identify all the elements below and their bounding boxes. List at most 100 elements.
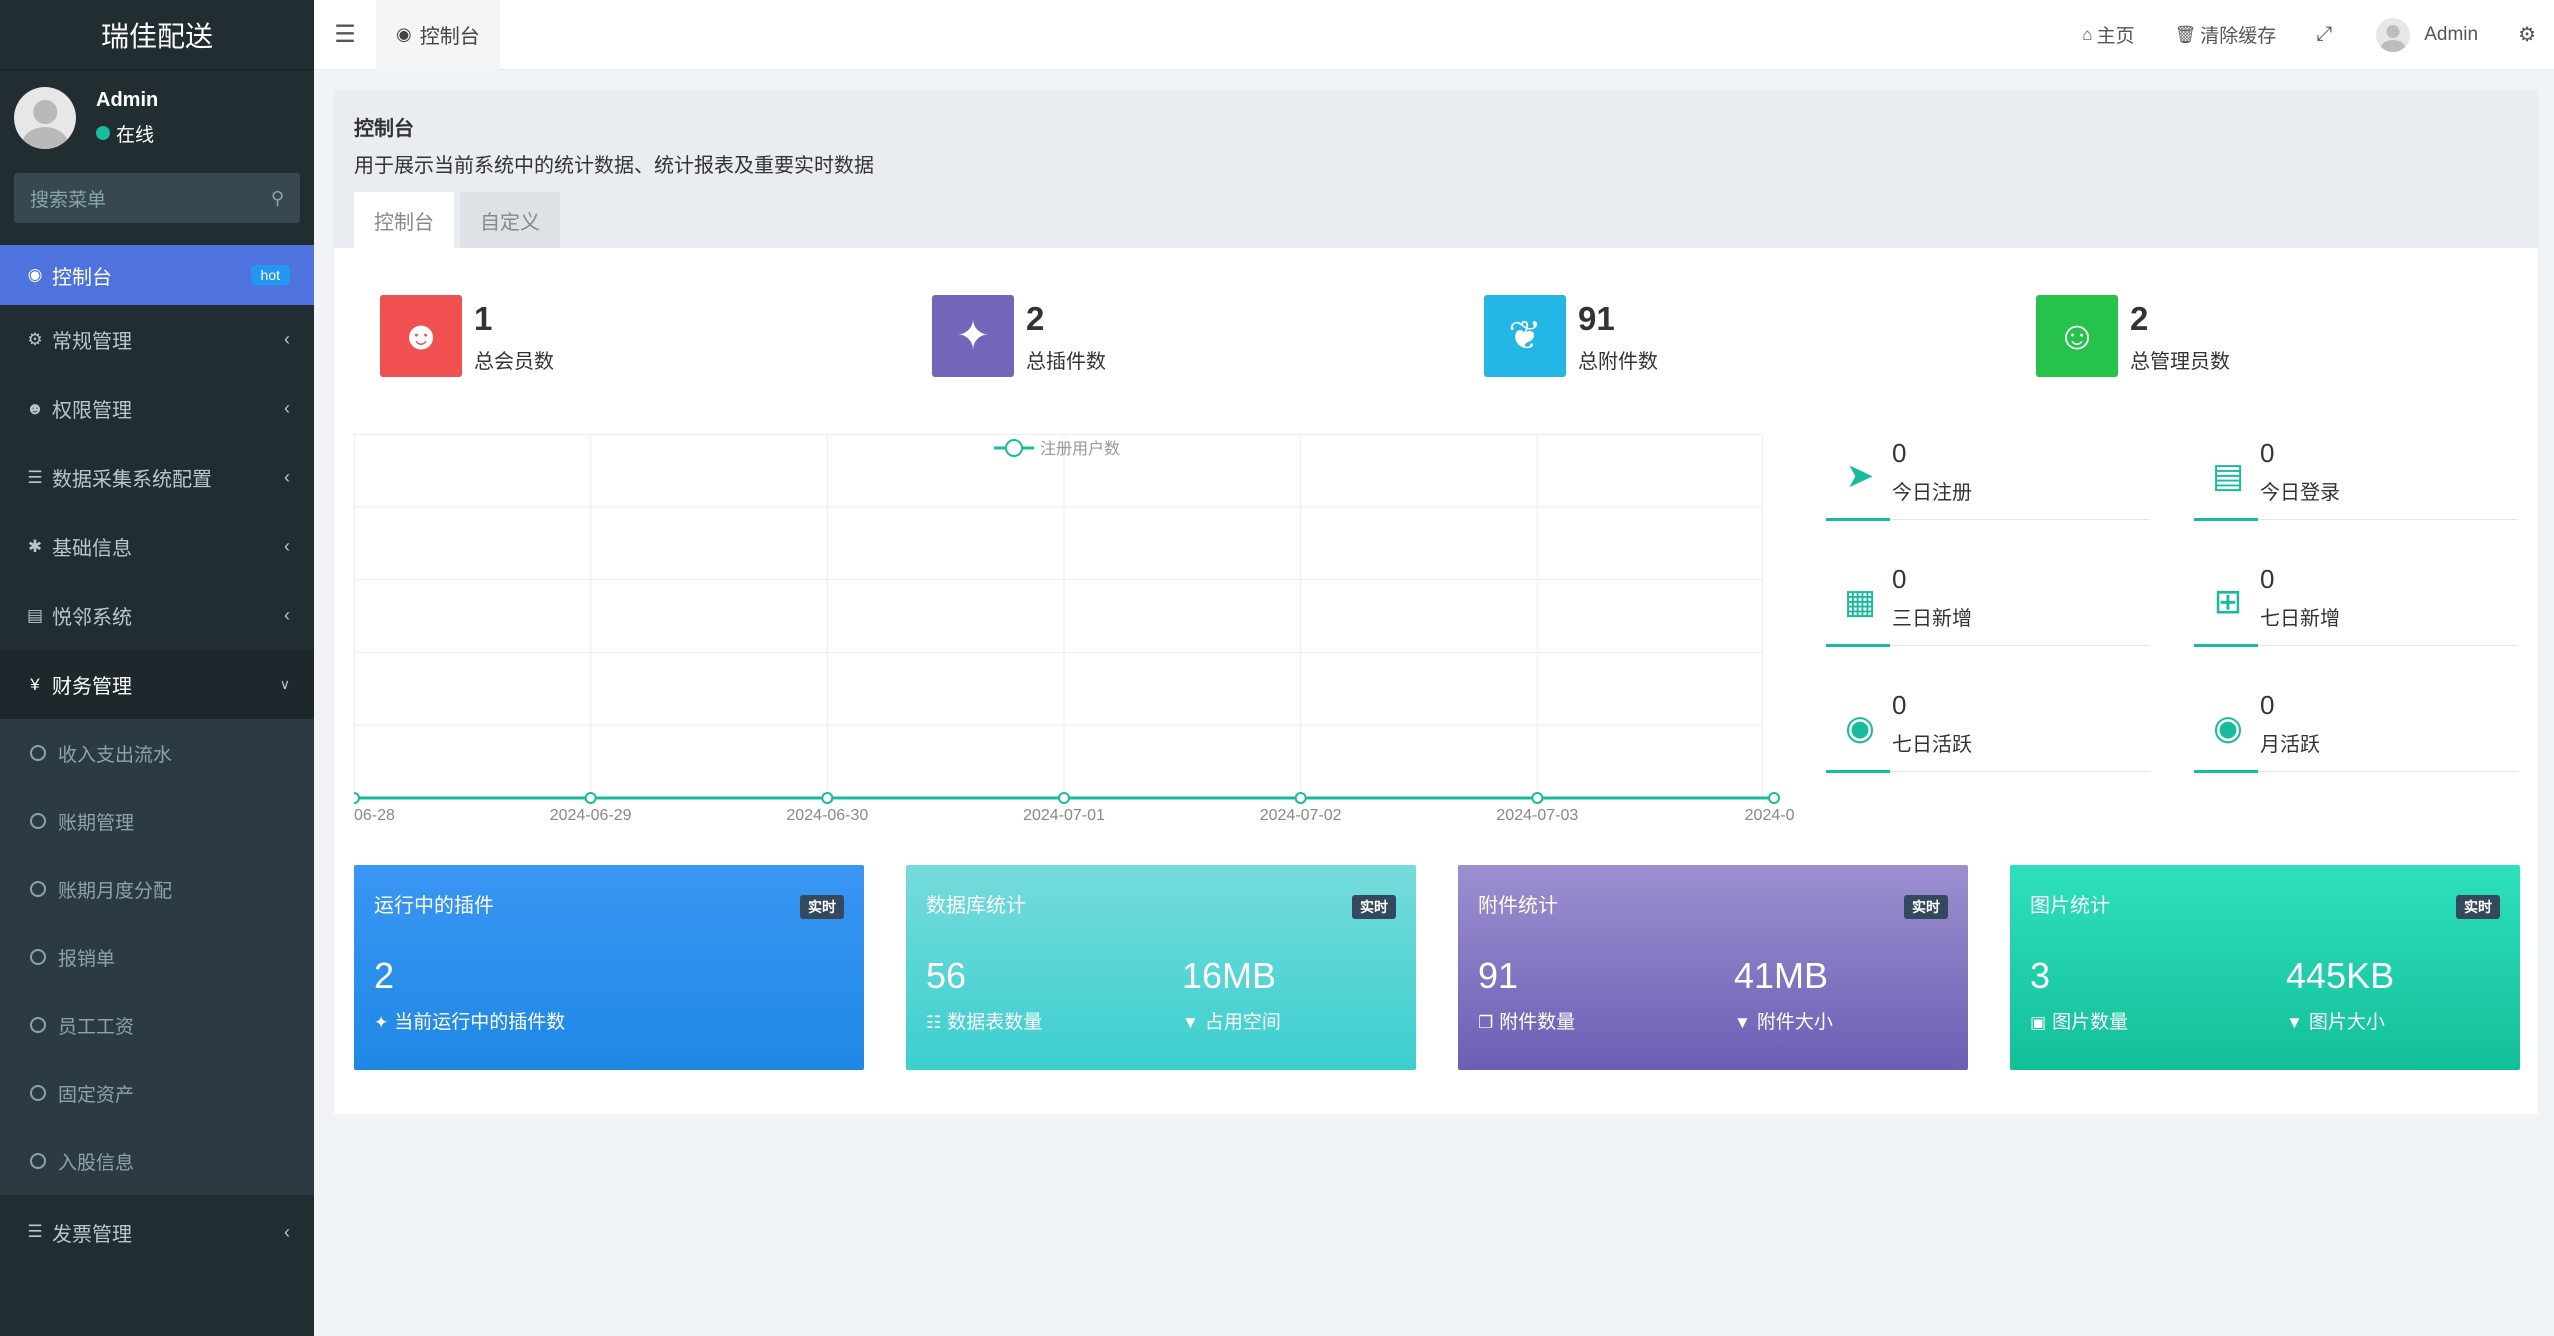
mini-number: 0 [1892,690,1907,720]
sidebar-item-basic-info[interactable]: ✱ 基础信息 ‹ [0,512,314,581]
mini-number: 0 [1892,564,1907,594]
data-point [1768,792,1780,804]
circle-icon [30,745,46,761]
stat-attachments: ❦ 91 总附件数 [1484,295,1658,377]
page-description: 用于展示当前系统中的统计数据、统计报表及重要实时数据 [354,155,874,177]
menu-toggle-icon[interactable]: ☰ [334,21,356,48]
tab-dashboard[interactable]: ◉ 控制台 [376,0,500,70]
home-link[interactable]: ⌂ 主页 [2062,21,2154,48]
chevron-left-icon: ‹ [284,1221,290,1242]
sidebar-item-label: 数据采集系统配置 [52,469,212,491]
tab-custom[interactable]: 自定义 [460,192,560,248]
yen-icon: ¥ [30,674,40,694]
user-menu[interactable]: Admin [2356,17,2498,52]
menu-search-input[interactable]: 搜索菜单 ⚲ [14,173,300,223]
files-icon: ❐ [1478,1013,1494,1032]
finance-submenu: 收入支出流水 账期管理 账期月度分配 报销单 员工工资 固定资产 [0,719,314,1195]
cogs-icon: ⚙ [27,329,43,349]
hot-badge: hot [250,265,290,285]
sidebar-item-label: 基础信息 [52,538,132,560]
card-title: 数据库统计 [926,895,1026,917]
sidebar-subitem-shares[interactable]: 入股信息 [0,1127,314,1195]
users-icon: ☻ [380,295,462,377]
mini-label: 今日注册 [1892,482,1972,504]
data-point [1058,792,1070,804]
sidebar-subitem-period[interactable]: 账期管理 [0,787,314,855]
data-point [1531,792,1544,804]
circle-icon [30,1017,46,1033]
header-actions: ⌂ 主页 🗑 清除缓存 ⤢ Admin ⚙ [2062,0,2554,70]
sidebar-subitem-label: 入股信息 [58,1152,135,1174]
sidebar-item-label: 常规管理 [52,331,132,353]
card-number-2: 41MB [1734,955,1829,996]
x-tick-label: 2024-07-03 [1496,807,1578,824]
register-chart: 06-28 2024-06-29 2024-06-30 2024-07-01 2024-… [348,434,1803,826]
chevron-left-icon: ‹ [284,536,290,556]
line-chart: 06-28 2024-06-29 2024-06-30 2024-07-01 2024-… [348,434,1803,824]
chevron-left-icon: ‹ [284,467,290,487]
legend-label: 注册用户数 [1040,440,1120,458]
user-circle-icon: ◉ [2213,709,2243,747]
mini-underline [1826,518,1890,521]
mini-label: 七日活跃 [1892,734,1972,756]
sidebar-item-label: 权限管理 [52,400,132,422]
clear-cache-button[interactable]: 🗑 清除缓存 [2155,21,2297,48]
sidebar-item-dashboard[interactable]: ◉ 控制台 hot [0,245,314,305]
mini-underline [1826,770,1890,773]
settings-button[interactable]: ⚙ [2498,22,2554,47]
sidebar-item-yuelin[interactable]: ▤ 悦邻系统 ‹ [0,581,314,650]
sidebar-item-finance[interactable]: ¥ 财务管理 ∨ [0,650,314,719]
stat-label: 总附件数 [1578,350,1658,373]
user-panel: Admin 在线 [0,70,314,165]
sidebar-subitem-assets[interactable]: 固定资产 [0,1059,314,1127]
user-name: Admin [96,88,159,111]
mini-three-day-new: ▦ 0 三日新增 [1826,558,2150,647]
search-placeholder: 搜索菜单 [30,189,107,211]
card-database: 数据库统计 实时 56 ☷ 数据表数量 16MB ▼ 占用空间 [906,865,1416,1070]
realtime-badge: 实时 [1352,895,1396,919]
card-number: 56 [926,955,967,996]
sidebar-item-auth[interactable]: ☻ 权限管理 ‹ [0,374,314,443]
card-subtitle: ❐ 附件数量 [1478,1007,1575,1034]
sidebar-subitem-reimburse[interactable]: 报销单 [0,923,314,991]
sidebar-subitem-label: 收入支出流水 [58,744,173,766]
vcard-icon: ▤ [2211,457,2245,495]
sidebar-item-general[interactable]: ⚙ 常规管理 ‹ [0,305,314,374]
leaf-icon: ❦ [1484,295,1566,377]
sidebar-item-invoice[interactable]: ☰ 发票管理 ‹ [0,1195,314,1269]
card-subtitle-text: 附件数量 [1499,1012,1576,1033]
sidebar-subitem-label: 固定资产 [58,1084,135,1106]
user-icon: ☺ [2036,295,2118,377]
sidebar-item-label: 控制台 [52,266,112,289]
card-subtitle-2: ▼ 附件大小 [1734,1007,1833,1034]
home-label: 主页 [2096,26,2135,47]
search-icon[interactable]: ⚲ [270,187,284,208]
mini-underline [2194,770,2258,773]
card-subtitle: ▣ 图片数量 [2030,1007,2128,1034]
realtime-badge: 实时 [1904,895,1948,919]
mini-today-login: ▤ 0 今日登录 [2194,432,2518,521]
panel-tabs: 控制台 自定义 [354,192,566,248]
dashboard-icon: ◉ [27,265,43,284]
logo[interactable]: 瑞佳配送 [0,0,314,70]
fullscreen-button[interactable]: ⤢ [2296,23,2356,46]
circle-icon [30,949,46,965]
tab-dashboard-inner[interactable]: 控制台 [354,192,454,248]
sidebar-subitem-label: 账期管理 [58,812,135,834]
card-running-plugins: 运行中的插件 实时 2 ✦ 当前运行中的插件数 [354,865,864,1070]
dashboard-icon: ◉ [396,24,412,44]
sidebar-item-collect-config[interactable]: ☰ 数据采集系统配置 ‹ [0,443,314,512]
card-subtitle-2: ▼ 图片大小 [2286,1007,2385,1034]
sidebar-subitem-period-monthly[interactable]: 账期月度分配 [0,855,314,923]
header-user-name: Admin [2424,23,2479,45]
online-dot-icon [96,126,110,140]
mini-number: 0 [2260,690,2275,720]
sidebar-subitem-flow[interactable]: 收入支出流水 [0,719,314,787]
tasks-icon: ▤ [26,605,44,625]
legend-marker [1005,439,1023,457]
x-tick-label: 2024-06-30 [786,807,868,824]
dashboard-panel: 控制台 用于展示当前系统中的统计数据、统计报表及重要实时数据 控制台 自定义 ☻… [334,90,2538,1114]
sidebar-subitem-salary[interactable]: 员工工资 [0,991,314,1059]
list-icon: ☰ [27,467,43,487]
mini-monthly-active: ◉ 0 月活跃 [2194,684,2518,773]
